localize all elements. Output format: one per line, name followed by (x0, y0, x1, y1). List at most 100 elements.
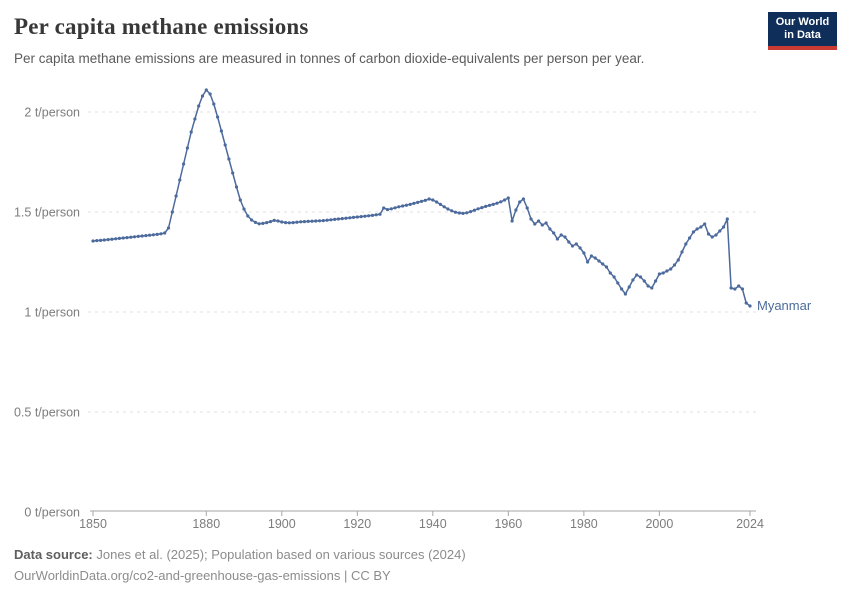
data-point[interactable] (601, 262, 605, 266)
data-point[interactable] (661, 271, 665, 275)
data-point[interactable] (363, 214, 367, 218)
data-point[interactable] (385, 208, 390, 212)
data-point[interactable] (612, 275, 616, 279)
data-point[interactable] (722, 225, 726, 229)
data-point[interactable] (740, 287, 745, 291)
data-point[interactable] (325, 218, 329, 222)
data-point[interactable] (212, 102, 216, 106)
data-point[interactable] (725, 217, 729, 221)
data-point[interactable] (265, 221, 269, 225)
data-point[interactable] (299, 220, 303, 224)
data-point[interactable] (680, 250, 684, 254)
data-point[interactable] (631, 278, 635, 282)
data-point[interactable] (733, 287, 737, 291)
data-point[interactable] (570, 244, 575, 248)
data-point[interactable] (469, 210, 473, 214)
data-point[interactable] (95, 239, 99, 243)
data-point[interactable] (404, 203, 408, 207)
data-point[interactable] (246, 214, 250, 218)
data-point[interactable] (684, 242, 688, 246)
data-point[interactable] (506, 196, 510, 200)
data-point[interactable] (510, 219, 514, 223)
data-point[interactable] (537, 219, 541, 223)
data-point[interactable] (691, 230, 696, 234)
data-point[interactable] (159, 232, 163, 236)
data-point[interactable] (110, 237, 114, 241)
data-point[interactable] (446, 207, 450, 211)
data-point[interactable] (710, 235, 714, 239)
data-point[interactable] (695, 227, 699, 231)
data-point[interactable] (706, 232, 711, 236)
data-point[interactable] (676, 258, 680, 262)
data-point[interactable] (295, 220, 299, 224)
data-point[interactable] (99, 238, 103, 242)
data-point[interactable] (453, 210, 458, 214)
data-point[interactable] (593, 256, 597, 260)
data-point[interactable] (563, 235, 567, 239)
data-point[interactable] (117, 236, 121, 240)
data-point[interactable] (234, 185, 239, 189)
data-point[interactable] (582, 251, 586, 255)
owid-logo[interactable]: Our World in Data (768, 12, 837, 46)
data-point[interactable] (284, 221, 288, 225)
data-point[interactable] (144, 234, 148, 238)
data-point[interactable] (518, 200, 522, 204)
data-point[interactable] (314, 219, 318, 223)
data-point[interactable] (318, 219, 322, 223)
data-point[interactable] (132, 235, 137, 239)
data-point[interactable] (642, 279, 646, 283)
data-point[interactable] (703, 222, 707, 226)
data-point[interactable] (136, 234, 140, 238)
data-point[interactable] (359, 215, 363, 219)
data-point[interactable] (623, 292, 628, 296)
data-point[interactable] (208, 92, 212, 96)
data-point[interactable] (533, 222, 537, 226)
data-point[interactable] (435, 200, 439, 204)
data-point[interactable] (540, 223, 544, 227)
data-point[interactable] (197, 104, 201, 108)
line-markers[interactable] (91, 88, 752, 308)
data-point[interactable] (219, 129, 223, 133)
data-point[interactable] (367, 214, 371, 218)
data-point[interactable] (431, 198, 435, 202)
data-point[interactable] (166, 226, 171, 230)
data-point[interactable] (450, 209, 454, 213)
data-point[interactable] (306, 219, 310, 223)
data-point[interactable] (657, 272, 662, 276)
data-point[interactable] (302, 220, 306, 224)
data-point[interactable] (163, 231, 167, 235)
data-point[interactable] (472, 208, 476, 212)
data-point[interactable] (333, 217, 337, 221)
data-point[interactable] (355, 215, 359, 219)
data-point[interactable] (340, 217, 344, 221)
data-point[interactable] (253, 220, 257, 224)
data-point[interactable] (261, 221, 265, 225)
data-point[interactable] (578, 246, 582, 250)
data-point[interactable] (129, 235, 133, 239)
data-point[interactable] (552, 231, 556, 235)
data-point[interactable] (189, 130, 193, 134)
data-point[interactable] (291, 221, 295, 225)
data-point[interactable] (499, 200, 503, 204)
data-point[interactable] (374, 213, 378, 217)
data-point[interactable] (321, 219, 325, 223)
data-point[interactable] (416, 200, 420, 204)
data-point[interactable] (672, 263, 677, 267)
series-label-myanmar[interactable]: Myanmar (757, 298, 812, 313)
data-point[interactable] (480, 206, 484, 210)
data-point[interactable] (216, 115, 220, 119)
data-point[interactable] (627, 285, 631, 289)
data-point[interactable] (125, 236, 129, 240)
data-point[interactable] (729, 286, 733, 290)
data-point[interactable] (559, 233, 563, 237)
data-point[interactable] (548, 227, 552, 231)
data-point[interactable] (525, 206, 529, 210)
data-point[interactable] (465, 211, 469, 215)
data-point[interactable] (401, 204, 405, 208)
data-point[interactable] (529, 217, 533, 221)
data-point[interactable] (121, 236, 125, 240)
data-point[interactable] (193, 117, 197, 121)
data-point[interactable] (650, 286, 654, 290)
data-point[interactable] (370, 213, 374, 217)
